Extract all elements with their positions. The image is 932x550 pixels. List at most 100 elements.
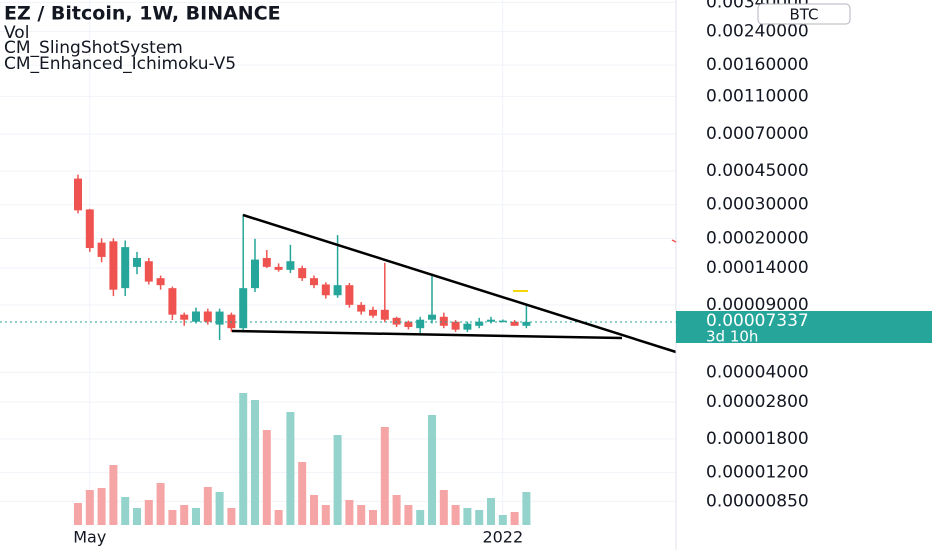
volume-bar bbox=[133, 508, 141, 525]
candle-body bbox=[97, 242, 106, 257]
y-tick-label: 0.00000850 bbox=[706, 491, 809, 511]
y-tick-label: 0.00001200 bbox=[706, 463, 809, 483]
volume-bar bbox=[428, 415, 436, 525]
candle-body bbox=[392, 317, 401, 325]
volume-bar bbox=[180, 505, 189, 525]
last-price-box bbox=[676, 311, 932, 343]
volume-bar bbox=[463, 508, 472, 525]
y-tick-label: 0.00045000 bbox=[706, 161, 809, 181]
volume-bar bbox=[439, 490, 448, 525]
volume-bar bbox=[392, 495, 401, 525]
volume-pane bbox=[74, 393, 531, 525]
volume-bar bbox=[451, 505, 460, 525]
currency-box[interactable] bbox=[757, 3, 851, 25]
candle-body bbox=[133, 257, 141, 267]
candle-body bbox=[487, 319, 495, 322]
candle-body bbox=[239, 288, 248, 329]
candle-body bbox=[274, 266, 283, 270]
y-tick-label: 0.00070000 bbox=[706, 124, 809, 144]
candle-body bbox=[369, 309, 377, 316]
last-price: 0.00007337 bbox=[706, 311, 809, 331]
trendline-lower bbox=[231, 329, 623, 340]
candle-body bbox=[439, 316, 448, 326]
candle-body bbox=[156, 278, 165, 286]
x-tick-label: May bbox=[73, 528, 106, 547]
candle-body bbox=[286, 261, 295, 270]
candle-body bbox=[144, 261, 153, 282]
candle-body bbox=[451, 321, 460, 330]
volume-bar bbox=[156, 483, 165, 525]
y-tick-label: 0.00160000 bbox=[706, 55, 809, 75]
y-tick-label: 0.00020000 bbox=[706, 228, 809, 248]
price-axis: 0.003400000.002400000.001600000.00110000… bbox=[706, 0, 809, 511]
candle-body bbox=[215, 311, 224, 325]
candles bbox=[74, 174, 531, 341]
currency: BTC bbox=[789, 6, 818, 24]
candle-body bbox=[357, 304, 366, 312]
candle-body bbox=[203, 311, 212, 322]
volume-bar bbox=[239, 393, 248, 525]
indicator: CM_SlingShotSystem bbox=[4, 38, 183, 58]
volume-bar bbox=[298, 462, 307, 525]
y-tick-label: 0.00240000 bbox=[706, 21, 809, 41]
candle-body bbox=[192, 311, 200, 322]
candle-body bbox=[121, 247, 130, 289]
candle-body bbox=[333, 285, 342, 296]
y-tick-label: 0.00004000 bbox=[706, 362, 809, 382]
volume-bar bbox=[404, 505, 413, 525]
volume-bar bbox=[333, 435, 342, 525]
candle-body bbox=[310, 278, 318, 286]
candle-body bbox=[298, 268, 307, 279]
volume-bar bbox=[192, 508, 200, 525]
volume-bar bbox=[227, 508, 236, 525]
volume-bar bbox=[144, 500, 153, 525]
candle-body bbox=[510, 321, 519, 326]
candle-body bbox=[345, 285, 354, 305]
y-tick-label: 0.00014000 bbox=[706, 258, 809, 278]
candle-body bbox=[522, 321, 531, 326]
volume-bar bbox=[97, 488, 106, 525]
trendline-upper bbox=[242, 213, 677, 354]
volume-bar bbox=[121, 497, 130, 525]
candle-body bbox=[404, 321, 413, 327]
volume-bar bbox=[74, 503, 82, 525]
volume-bar bbox=[251, 400, 259, 525]
x-tick-label: 2022 bbox=[482, 528, 523, 547]
volume-bar bbox=[274, 510, 283, 525]
volume-bar bbox=[369, 510, 377, 525]
volume-bar bbox=[416, 510, 425, 525]
candle-body bbox=[321, 284, 330, 296]
candle-body bbox=[262, 257, 271, 267]
volume-bar bbox=[380, 427, 389, 525]
candle-body bbox=[180, 314, 189, 320]
volume-bar bbox=[203, 487, 212, 525]
volume-bar bbox=[321, 505, 330, 525]
volume-bar bbox=[310, 495, 318, 525]
candle-body bbox=[85, 209, 94, 249]
candle-body bbox=[498, 320, 507, 323]
volume-bar bbox=[286, 412, 295, 525]
countdown: 3d 10h bbox=[706, 328, 758, 346]
candle-body bbox=[380, 309, 389, 320]
axis-marker bbox=[671, 239, 677, 243]
volume-bar bbox=[498, 515, 507, 525]
volume-bar bbox=[345, 500, 354, 525]
volume-bar bbox=[522, 492, 531, 525]
volume-bar bbox=[215, 492, 224, 525]
volume-bar bbox=[109, 465, 118, 525]
volume-bar bbox=[357, 505, 366, 525]
chart-title: EZ / Bitcoin, 1W, BINANCE bbox=[4, 3, 281, 25]
candle-body bbox=[74, 178, 82, 211]
candle-body bbox=[463, 323, 472, 330]
y-tick-label: 0.00002800 bbox=[706, 392, 809, 412]
y-tick-label: 0.00001800 bbox=[706, 429, 809, 449]
volume-bar bbox=[168, 510, 177, 525]
candle-body bbox=[251, 259, 259, 289]
y-tick-label: 0.00009000 bbox=[706, 295, 809, 315]
volume-bar bbox=[487, 498, 495, 525]
volume-bar bbox=[510, 512, 519, 525]
indicator: Vol bbox=[4, 23, 29, 43]
y-tick-label: 0.00030000 bbox=[706, 195, 809, 215]
